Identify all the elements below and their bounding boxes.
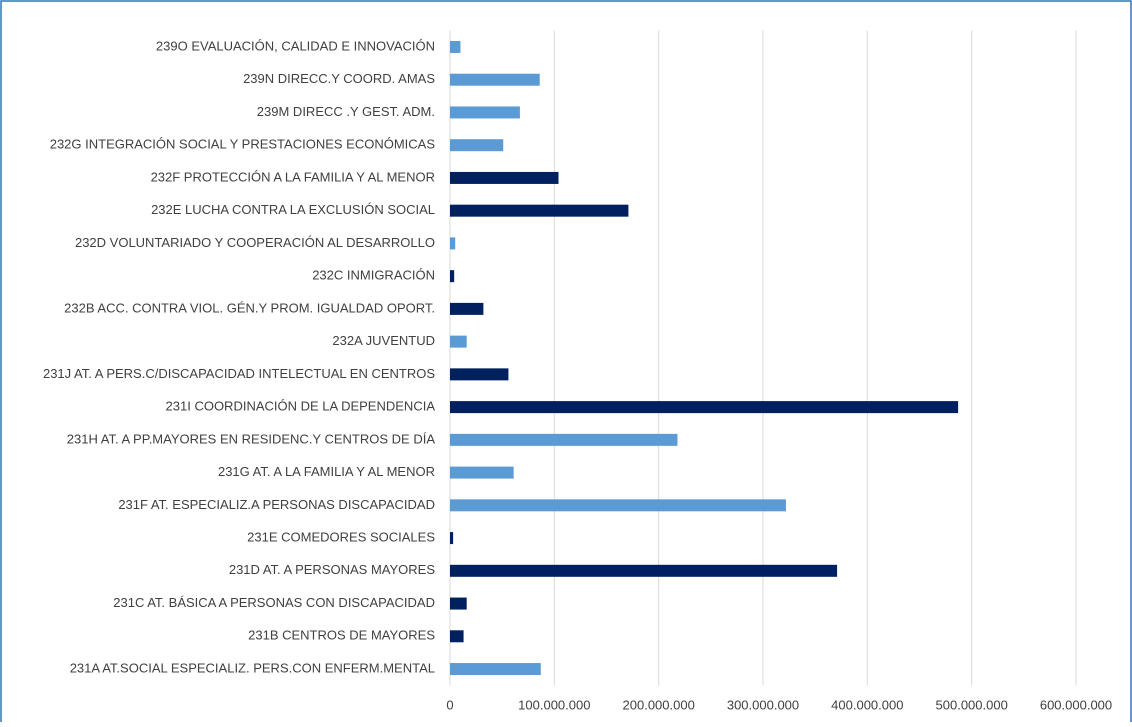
y-tick-label: 239N DIRECC.Y COORD. AMAS xyxy=(243,71,435,86)
bar xyxy=(450,237,456,250)
x-tick-label: 200.000.000 xyxy=(623,697,695,712)
bar xyxy=(450,335,467,348)
bar xyxy=(450,73,540,86)
y-tick-label: 231H AT. A PP.MAYORES EN RESIDENC.Y CENT… xyxy=(67,431,436,446)
y-tick-label: 232F PROTECCIÓN A LA FAMILIA Y AL MENOR xyxy=(151,169,435,184)
y-tick-label: 231F AT. ESPECIALIZ.A PERSONAS DISCAPACI… xyxy=(118,497,435,512)
bar xyxy=(450,171,559,184)
x-tick-label: 300.000.000 xyxy=(727,697,799,712)
y-tick-label: 231A AT.SOCIAL ESPECIALIZ. PERS.CON ENFE… xyxy=(70,660,435,675)
y-tick-label: 231J AT. A PERS.C/DISCAPACIDAD INTELECTU… xyxy=(43,366,435,381)
bar xyxy=(450,597,467,610)
x-tick-label: 400.000.000 xyxy=(831,697,903,712)
bar xyxy=(450,630,464,643)
bar xyxy=(450,139,504,152)
x-tick-label: 0 xyxy=(446,697,453,712)
bar xyxy=(450,433,678,446)
y-tick-label: 232G INTEGRACIÓN SOCIAL Y PRESTACIONES E… xyxy=(50,137,436,152)
y-tick-label: 231D AT. A PERSONAS MAYORES xyxy=(229,562,435,577)
y-tick-label: 239M DIRECC .Y GEST. ADM. xyxy=(257,104,435,119)
y-tick-label: 231C AT. BÁSICA A PERSONAS CON DISCAPACI… xyxy=(113,595,435,610)
y-tick-label: 232B ACC. CONTRA VIOL. GÉN.Y PROM. IGUAL… xyxy=(64,300,435,315)
bar xyxy=(450,532,454,545)
y-tick-label: 231E COMEDORES SOCIALES xyxy=(247,530,435,545)
x-tick-label: 500.000.000 xyxy=(936,697,1008,712)
bar xyxy=(450,40,461,53)
y-tick-label: 232E LUCHA CONTRA LA EXCLUSIÓN SOCIAL xyxy=(151,202,435,217)
y-tick-label: 232D VOLUNTARIADO Y COOPERACIÓN AL DESAR… xyxy=(75,235,435,250)
bar xyxy=(450,204,629,217)
y-tick-label: 231B CENTROS DE MAYORES xyxy=(248,628,435,643)
x-tick-label: 100.000.000 xyxy=(518,697,590,712)
x-tick-label: 600.000.000 xyxy=(1040,697,1112,712)
bar xyxy=(450,466,514,479)
y-tick-label: 232C INMIGRACIÓN xyxy=(312,268,435,283)
bar xyxy=(450,368,509,381)
bar xyxy=(450,270,455,283)
bar xyxy=(450,302,484,315)
bar xyxy=(450,499,786,512)
y-tick-label: 231I COORDINACIÓN DE LA DEPENDENCIA xyxy=(166,399,436,414)
y-tick-label: 231G AT. A LA FAMILIA Y AL MENOR xyxy=(218,464,435,479)
bar xyxy=(450,663,541,676)
bar xyxy=(450,106,520,119)
bar xyxy=(450,564,838,577)
y-tick-label: 239O EVALUACIÓN, CALIDAD E INNOVACIÓN xyxy=(156,38,435,53)
y-tick-label: 232A JUVENTUD xyxy=(332,333,435,348)
bar xyxy=(450,401,959,414)
